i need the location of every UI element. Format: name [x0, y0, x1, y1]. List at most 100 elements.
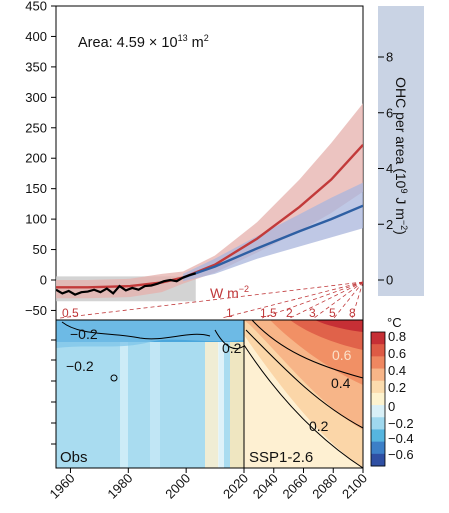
- left-y-tick-label: 150: [25, 181, 47, 196]
- colorbar-tick-label: 0.6: [388, 346, 406, 361]
- obs-heatmap: [56, 320, 245, 468]
- obs-band: [150, 330, 160, 468]
- contour-labels: −0.2 0.2 −0.2 0.6 0.4 0.2: [66, 326, 352, 434]
- colorbar: 0.8 0.6 0.4 0.2 0 −0.2−0.4−0.6: [370, 329, 414, 467]
- proj-contour: [245, 329, 364, 429]
- red-scenario-band: [56, 103, 363, 299]
- obs-band: [218, 330, 224, 468]
- colorbar-swatch: [371, 380, 385, 394]
- scenario-label: SSP1-2.6: [249, 449, 313, 466]
- left-y-tick-label: 100: [25, 212, 47, 227]
- right-axis-label: OHC per area (109 J m−2): [393, 77, 409, 235]
- rate-label: 1.5: [260, 306, 277, 320]
- left-y-tick-label: 300: [25, 90, 47, 105]
- colorbar-tick-label: −0.2: [388, 416, 414, 431]
- rate-label: 0.5: [62, 306, 79, 320]
- bottom-plot-frame: [55, 319, 364, 469]
- left-y-tick-label: 0: [40, 273, 47, 288]
- x-tick-label: 2080: [309, 471, 340, 502]
- x-tick-label: 2020: [220, 471, 251, 502]
- right-y-tick-label: 6: [386, 105, 393, 120]
- right-axis-panel: [378, 6, 424, 296]
- obs-contour: [214, 329, 245, 350]
- x-tick-label: 2060: [280, 471, 311, 502]
- obs-band: [230, 330, 244, 468]
- obs-contour-label: −0.2: [66, 358, 94, 374]
- rate-lines: [59, 281, 363, 319]
- colorbar-swatch: [371, 356, 385, 370]
- right-y-tick-label: 4: [386, 161, 393, 176]
- right-y-tick-label: 0: [386, 273, 393, 288]
- colorbar-frame: [370, 331, 386, 467]
- x-tick-label: 1960: [47, 471, 78, 502]
- colorbar-swatch: [371, 441, 385, 455]
- w-m2-label: W m−2: [210, 284, 249, 301]
- colorbar-tick-label: 0: [388, 399, 395, 414]
- rate-line: [351, 281, 363, 319]
- obs-upper-layer: [56, 320, 244, 348]
- colorbar-tick-label: −0.6: [388, 447, 414, 462]
- left-y-tick-label: −50: [25, 303, 47, 318]
- obs-contour-label: 0.2: [222, 340, 242, 356]
- top-panel: 450 400 350 300 250 200 150 100 50 0 −50 8 6 4 2 0 Are…: [25, 0, 424, 321]
- colorbar-tick-label: −0.4: [388, 431, 414, 446]
- x-tick-label: 2000: [162, 471, 193, 502]
- obs-band: [205, 330, 219, 468]
- proj-contour-label: 0.4: [331, 375, 351, 391]
- colorbar-swatch: [371, 344, 385, 357]
- blue-scenario-line: [182, 204, 363, 279]
- rate-label: 8: [349, 306, 356, 320]
- rate-line: [221, 281, 363, 319]
- colorbar-swatch: [371, 368, 385, 382]
- area-annotation: Area: 4.59 × 1013 m2: [78, 33, 209, 51]
- rate-line: [59, 281, 363, 319]
- proj-layer: [300, 320, 363, 332]
- proj-contour: [243, 344, 364, 469]
- series-lines: [56, 144, 363, 296]
- obs-contour: [61, 321, 211, 340]
- proj-contour-label: 0.2: [309, 418, 329, 434]
- bottom-y-ticks: [51, 339, 56, 445]
- left-y-tick-label: 200: [25, 151, 47, 166]
- colorbar-swatch: [371, 392, 385, 406]
- colorbar-swatch: [371, 405, 385, 418]
- colorbar-swatch: [371, 453, 385, 467]
- projection-heatmap: [243, 319, 364, 469]
- rate-label: 2: [286, 306, 293, 320]
- left-y-tick-label: 250: [25, 120, 47, 135]
- rate-label: 5: [329, 306, 336, 320]
- colorbar-unit: °C: [387, 315, 402, 330]
- rate-label: 1: [226, 306, 233, 320]
- left-y-tick-label: 400: [25, 29, 47, 44]
- right-y-tick-label: 8: [386, 50, 393, 65]
- right-y-ticks: 8 6 4 2 0: [378, 50, 393, 288]
- colorbar-tick-label: 0.4: [388, 363, 406, 378]
- obs-contour: [110, 374, 118, 382]
- proj-contour: [251, 319, 364, 379]
- left-y-tick-label: 350: [25, 59, 47, 74]
- x-tick-label: 1980: [104, 471, 135, 502]
- left-y-tick-label: 50: [33, 242, 47, 257]
- colorbar-tick-label: 0.8: [388, 329, 406, 344]
- rate-label: 3: [309, 306, 316, 320]
- rate-line: [333, 281, 363, 319]
- colorbar-swatch: [371, 332, 385, 345]
- proj-contour-label: 0.6: [332, 347, 352, 363]
- rate-labels: 0.5 1 1.5 2 3 5 8: [62, 306, 356, 320]
- obs-contour-label: −0.2: [70, 326, 98, 342]
- colorbar-swatch: [371, 417, 385, 430]
- left-y-tick-label: 450: [25, 0, 47, 14]
- right-y-tick-label: 2: [386, 217, 393, 232]
- rate-line: [261, 281, 363, 319]
- x-tick-label: 2040: [250, 471, 281, 502]
- left-y-ticks: 450 400 350 300 250 200 150 100 50 0 −50: [25, 0, 56, 318]
- observed-line: [56, 272, 197, 296]
- colorbar-tick-label: 0.2: [388, 380, 406, 395]
- x-tick-label: 2100: [339, 471, 370, 502]
- colorbar-swatch: [371, 429, 385, 443]
- obs-label: Obs: [60, 449, 88, 466]
- rate-line: [313, 281, 363, 319]
